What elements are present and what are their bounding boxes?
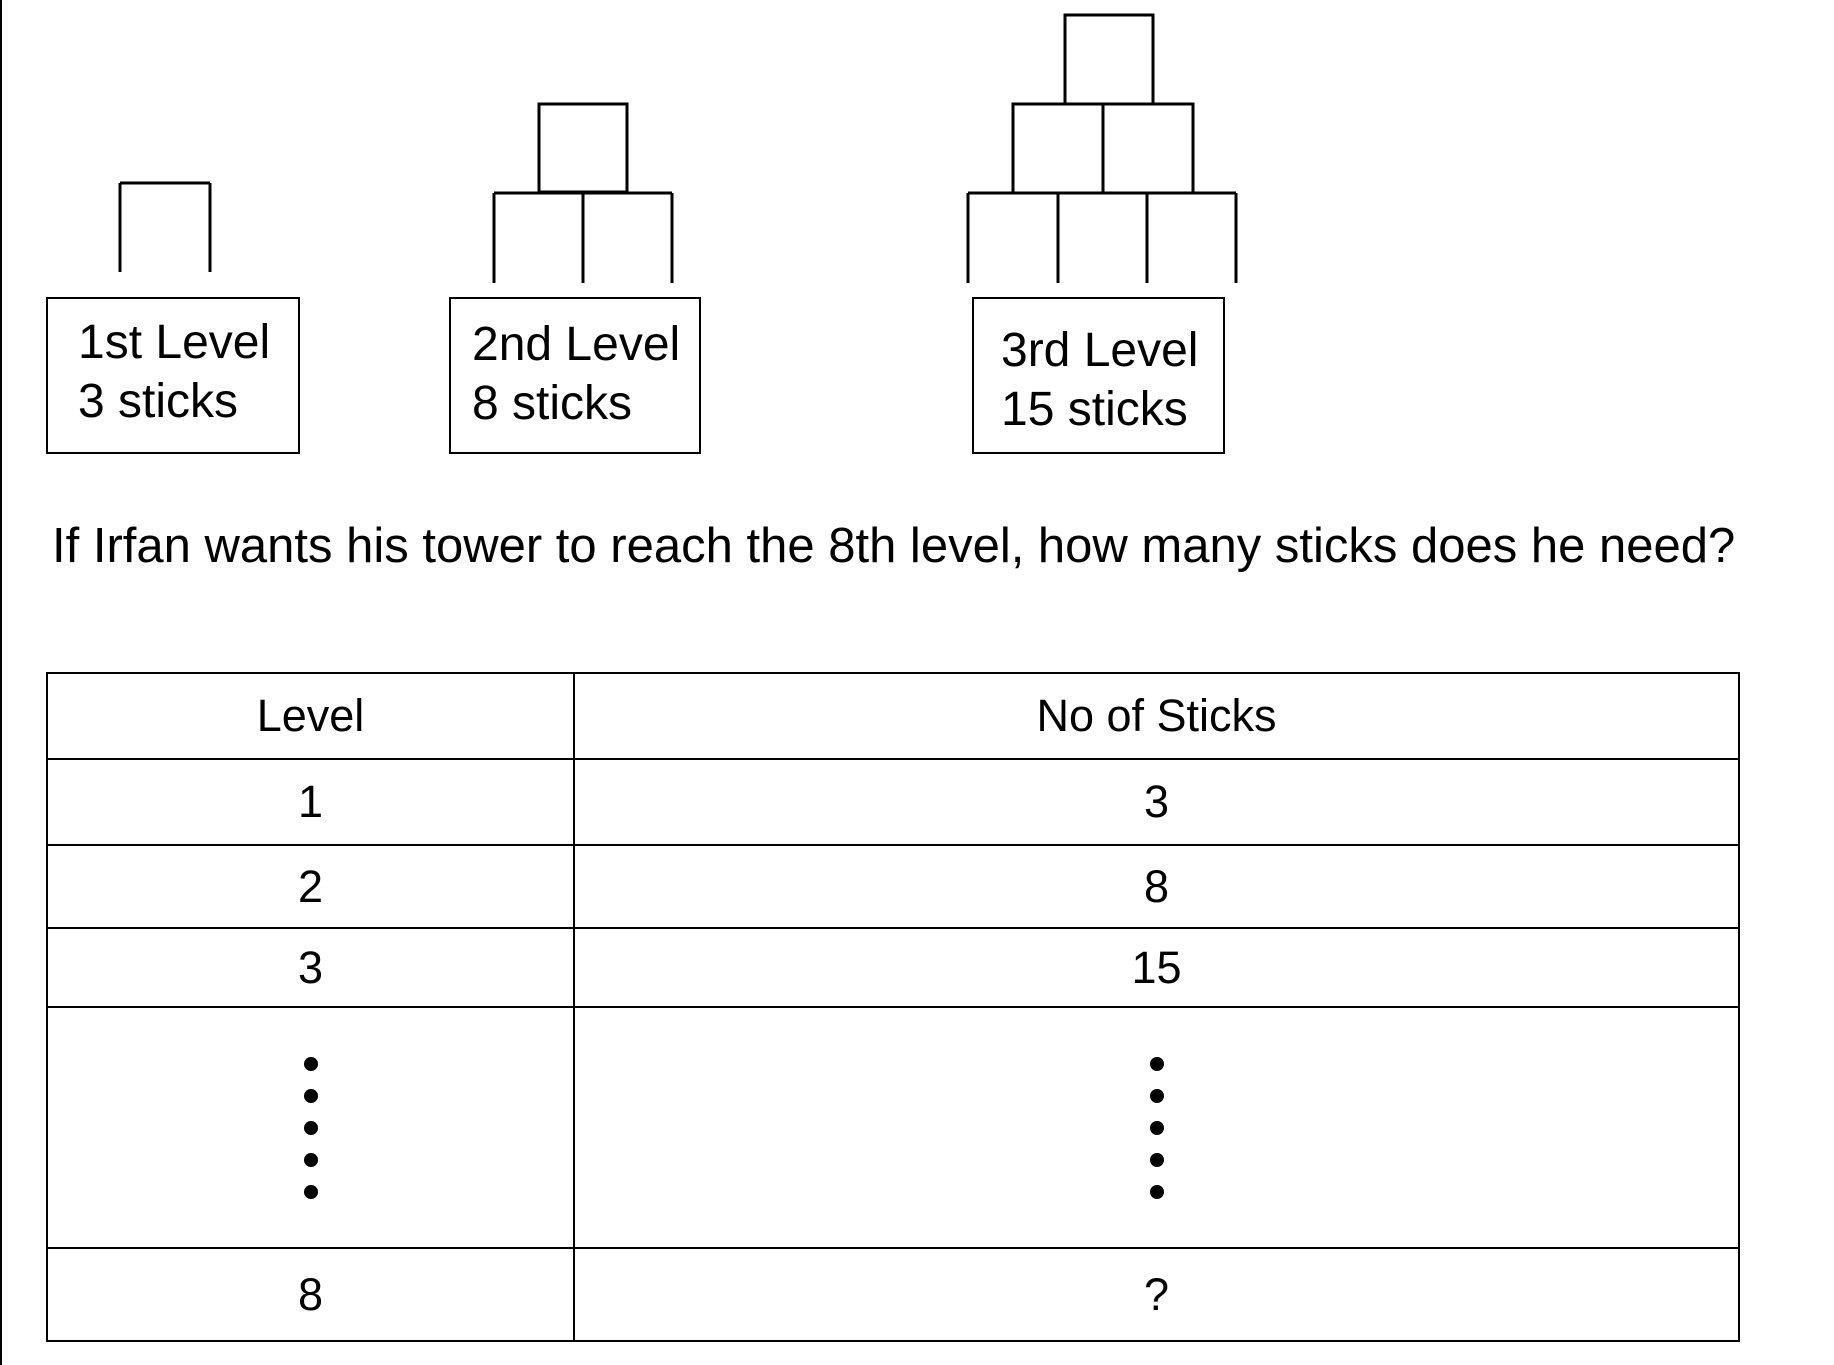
dot	[1149, 1184, 1164, 1199]
level-3-title: 3rd Level	[1001, 324, 1199, 377]
dot	[303, 1088, 318, 1103]
dot	[303, 1120, 318, 1135]
dot	[1149, 1088, 1164, 1103]
table-row: 8 ?	[46, 1247, 1740, 1342]
level-cell: 3	[46, 927, 575, 1008]
vertical-ellipsis-icon	[575, 1056, 1738, 1199]
level-1-sticks: 3 sticks	[78, 375, 239, 428]
tower-level-3	[966, 13, 1238, 283]
table-row: 1 3	[46, 758, 1740, 846]
table-row: 2 8	[46, 844, 1740, 929]
level-1-title: 1st Level	[78, 316, 271, 369]
ellipsis-row	[46, 1006, 1740, 1249]
level-2-sticks: 8 sticks	[472, 377, 633, 430]
level-3-sticks: 15 sticks	[1001, 383, 1188, 436]
dot	[1149, 1152, 1164, 1167]
level-3-label-box: 3rd Level 15 sticks	[972, 297, 1225, 454]
page-left-border	[0, 0, 2, 1365]
level-cell: 1	[46, 758, 575, 846]
level-1-label-box: 1st Level 3 sticks	[46, 297, 300, 454]
sticks-cell: 15	[573, 927, 1740, 1008]
level-2-label-box: 2nd Level 8 sticks	[449, 297, 701, 454]
tower-level-2	[492, 102, 674, 283]
level-ellipsis-cell	[46, 1006, 575, 1249]
dot	[1149, 1056, 1164, 1071]
dot	[303, 1056, 318, 1071]
table-row: 3 15	[46, 927, 1740, 1008]
header-level: Level	[46, 672, 575, 760]
tower-level-1	[118, 181, 212, 272]
dot	[303, 1184, 318, 1199]
sticks-ellipsis-cell	[573, 1006, 1740, 1249]
level-cell: 8	[46, 1247, 575, 1342]
level-sticks-table: Level No of Sticks 1 3 2 8 3 15	[46, 672, 1740, 1342]
sticks-cell: 8	[573, 844, 1740, 929]
question-text: If Irfan wants his tower to reach the 8t…	[52, 519, 1736, 573]
level-2-title: 2nd Level	[472, 318, 681, 371]
level-cell: 2	[46, 844, 575, 929]
tower-diagrams	[118, 13, 1238, 283]
table-header-row: Level No of Sticks	[46, 672, 1740, 760]
header-sticks: No of Sticks	[573, 672, 1740, 760]
vertical-ellipsis-icon	[48, 1056, 573, 1199]
dot	[1149, 1120, 1164, 1135]
sticks-cell: 3	[573, 758, 1740, 846]
sticks-cell: ?	[573, 1247, 1740, 1342]
dot	[303, 1152, 318, 1167]
